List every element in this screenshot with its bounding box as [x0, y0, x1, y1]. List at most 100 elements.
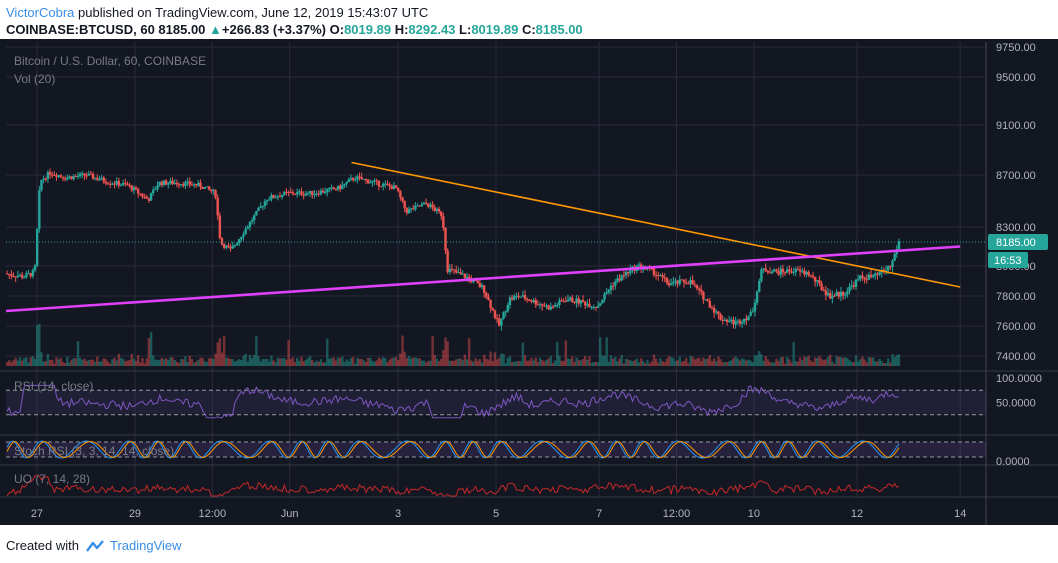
volume-bar: [96, 356, 99, 366]
volume-bar: [407, 355, 411, 366]
candle-body: [710, 307, 714, 309]
volume-bar: [708, 355, 712, 366]
candle-body: [182, 184, 185, 186]
volume-bar: [190, 358, 194, 366]
candle-body: [328, 187, 331, 190]
volume-bar: [68, 362, 71, 366]
time-tick-label: 12:00: [199, 508, 227, 520]
tradingview-link[interactable]: TradingView: [110, 538, 182, 553]
candle-body: [626, 271, 630, 274]
candle-body: [863, 277, 866, 280]
candle-body: [452, 269, 456, 271]
volume-bar: [147, 338, 151, 366]
volume-bar: [248, 354, 252, 366]
volume-bar: [715, 361, 718, 366]
stoch-band: [6, 442, 986, 457]
volume-bar: [113, 357, 116, 366]
volume-bar: [740, 358, 744, 366]
candle-body: [865, 279, 868, 281]
volume-bar: [725, 361, 729, 366]
volume-bar: [895, 355, 899, 366]
volume-bar: [343, 362, 346, 366]
volume-bar: [523, 355, 527, 366]
last-price: 8185.00: [158, 22, 206, 37]
candle-body: [450, 268, 454, 270]
candle-body: [727, 320, 731, 322]
volume-bar: [444, 337, 447, 366]
volume-bar: [81, 359, 84, 366]
candle-body: [128, 185, 131, 187]
candle-body: [682, 280, 686, 283]
volume-bar: [270, 355, 273, 366]
volume-bar: [169, 357, 172, 366]
volume-bar: [298, 360, 301, 366]
volume-bar: [577, 359, 580, 366]
author-link[interactable]: VictorCobra: [6, 5, 75, 20]
candle-body: [222, 244, 226, 248]
volume-bar: [439, 358, 443, 366]
volume-bar: [66, 356, 69, 366]
candle-body: [55, 175, 58, 177]
volume-bar: [302, 361, 305, 366]
volume-bar: [91, 359, 95, 366]
volume-bar: [831, 361, 834, 366]
candle-body: [89, 173, 93, 175]
candle-body: [315, 193, 318, 195]
volume-bar: [777, 361, 780, 366]
candle-body: [588, 303, 591, 308]
candle-body: [394, 185, 398, 188]
candle-body: [78, 173, 82, 177]
volume-bar: [579, 360, 583, 366]
candle-body: [124, 183, 127, 185]
candle-body: [169, 180, 172, 184]
candle-body: [51, 174, 54, 176]
volume-bar: [182, 359, 185, 366]
rsi-label: RSI (14, close): [14, 379, 93, 393]
volume-bar: [719, 359, 722, 366]
candle-body: [616, 278, 619, 282]
candle-body: [121, 183, 125, 185]
volume-bar: [762, 360, 765, 366]
volume-bar: [70, 359, 73, 366]
volume-bar: [551, 363, 555, 366]
volume-bar: [405, 357, 409, 366]
volume-bar: [867, 357, 871, 366]
volume-bar: [336, 357, 340, 366]
candle-body: [231, 246, 234, 249]
volume-bar: [289, 359, 292, 366]
candle-body: [61, 176, 65, 179]
candle-body: [794, 268, 798, 272]
candle-body: [261, 206, 265, 208]
volume-bar: [792, 342, 795, 366]
volume-bar: [474, 358, 477, 366]
volume-bar: [876, 361, 879, 366]
time-tick-label: 12:00: [663, 508, 691, 520]
candle-body: [399, 191, 402, 198]
arrow-up-icon: ▲: [209, 22, 222, 37]
price-change: +266.83 (+3.37%): [221, 22, 326, 37]
candle-body: [233, 245, 237, 247]
volume-bar: [278, 358, 282, 366]
volume-bar: [218, 338, 222, 366]
candle-body: [143, 196, 146, 198]
volume-bar: [117, 353, 121, 366]
candle-body: [706, 299, 709, 301]
candle-body: [669, 283, 673, 286]
candle-body: [596, 305, 600, 308]
candle-body: [321, 190, 325, 193]
volume-bar: [783, 363, 787, 366]
candle-body: [255, 210, 258, 216]
volume-bar: [525, 360, 529, 366]
candle-body: [779, 268, 782, 275]
volume-bar: [599, 337, 602, 366]
volume-bar: [220, 352, 224, 366]
candle-body: [336, 185, 340, 190]
candle-body: [42, 178, 45, 180]
candle-body: [487, 297, 490, 300]
candle-body: [358, 176, 361, 178]
candle-body: [891, 260, 894, 268]
candle-body: [536, 304, 540, 306]
candle-body: [160, 181, 164, 186]
volume-bar: [472, 361, 475, 366]
